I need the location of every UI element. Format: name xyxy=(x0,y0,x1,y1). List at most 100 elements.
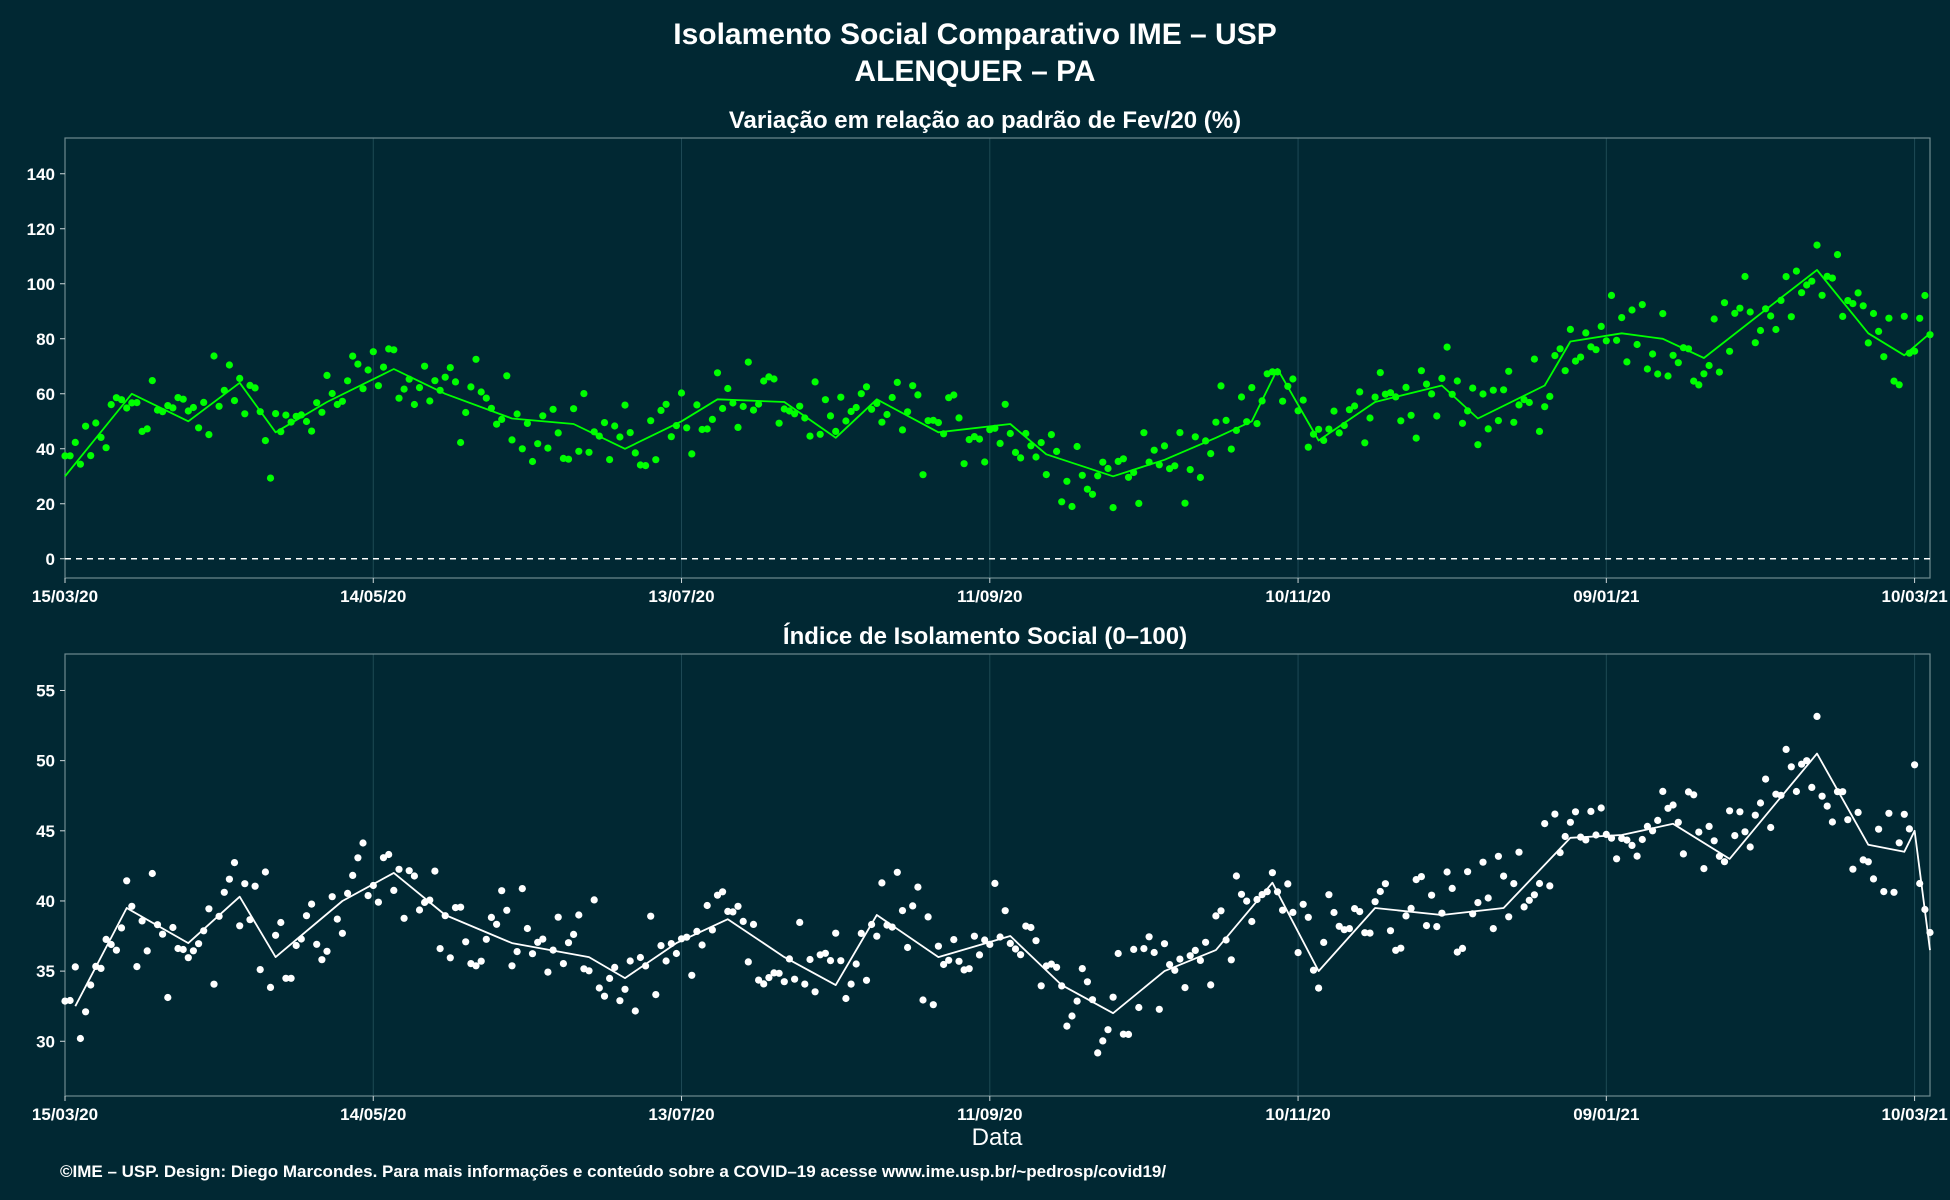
panel1-data-point xyxy=(1289,375,1297,383)
panel1-data-point xyxy=(1186,466,1194,474)
panel2-data-point xyxy=(1166,961,1174,969)
panel2-data-point xyxy=(225,875,233,883)
panel1-data-point xyxy=(523,419,532,427)
panel2-data-point xyxy=(1058,982,1066,990)
panel2-data-point xyxy=(1556,849,1564,857)
panel2-data-point xyxy=(1438,909,1446,917)
panel1-xtick-label: 15/03/20 xyxy=(32,587,98,606)
panel1-data-point xyxy=(236,374,244,382)
panel2-data-point xyxy=(1027,923,1035,932)
panel1-data-point xyxy=(472,355,480,363)
panel2-data-point xyxy=(652,991,660,999)
panel1-data-point xyxy=(76,460,84,468)
panel2-data-point xyxy=(1664,804,1672,812)
panel1-data-point xyxy=(1232,426,1240,434)
panel1-data-point xyxy=(1546,392,1554,400)
panel1-data-point xyxy=(230,397,239,405)
panel1-data-point xyxy=(1017,454,1025,462)
panel1-data-point xyxy=(832,427,840,435)
panel1-data-point xyxy=(1037,439,1045,447)
panel2-data-point xyxy=(143,947,151,955)
panel2-data-point xyxy=(1911,761,1919,769)
panel1-data-point xyxy=(446,364,454,372)
panel2-data-point xyxy=(1160,940,1169,948)
panel1-data-point xyxy=(909,382,917,390)
panel2-xtick-label: 10/11/20 xyxy=(1265,1105,1330,1124)
panel2-data-point xyxy=(1782,745,1790,754)
panel1-data-point xyxy=(1397,417,1405,425)
panel1-data-point xyxy=(1597,322,1605,330)
panel2-data-point xyxy=(626,957,634,965)
panel1-data-point xyxy=(642,462,650,470)
panel2-data-point xyxy=(112,946,120,954)
panel2-data-point xyxy=(472,962,480,970)
panel-variacao: 0 20 40 60 80 100 120 140 15/03/20 14/05/20 13/07/… xyxy=(27,137,1948,606)
panel1-data-point xyxy=(1854,289,1862,297)
panel1-data-point xyxy=(893,378,901,386)
panel2-data-point xyxy=(1155,1005,1163,1013)
panel2-data-point xyxy=(328,893,336,901)
panel1-data-point xyxy=(806,432,814,440)
panel2-data-point xyxy=(66,996,74,1005)
panel2-data-point xyxy=(400,914,408,922)
panel1-data-point xyxy=(1654,370,1662,378)
panel1-data-point xyxy=(862,383,871,391)
panel2-data-point xyxy=(600,992,609,1000)
panel2-data-point xyxy=(1150,948,1158,957)
panel2-data-point xyxy=(441,912,449,920)
panel2-data-point xyxy=(986,940,994,949)
panel2-data-point xyxy=(950,936,958,944)
panel2-data-point xyxy=(246,916,254,924)
panel2-data-point xyxy=(606,974,614,983)
panel2-data-point xyxy=(1345,925,1353,933)
panel1-title: Variação em relação ao padrão de Fev/20 … xyxy=(729,107,1241,134)
panel2-data-point xyxy=(1535,879,1544,888)
panel1-data-point xyxy=(549,405,557,413)
panel2-data-point xyxy=(585,967,593,975)
panel1-data-point xyxy=(713,369,722,377)
panel1-data-point xyxy=(344,377,352,385)
panel2-data-point xyxy=(1818,792,1826,800)
panel2-data-point xyxy=(667,940,675,948)
panel2-data-point xyxy=(344,889,352,898)
panel2-data-point xyxy=(1299,900,1307,908)
panel2-data-point xyxy=(1715,852,1723,860)
panel1-data-point xyxy=(1001,400,1009,408)
panel1-data-point xyxy=(1268,368,1276,376)
panel2-data-point xyxy=(1813,712,1821,721)
x-axis-label: Data xyxy=(972,1124,1023,1151)
panel2-data-point xyxy=(107,940,115,949)
panel2-data-point xyxy=(1854,808,1862,817)
panel2-data-point xyxy=(1792,787,1800,796)
panel1-data-point xyxy=(1859,302,1867,310)
panel1-data-point xyxy=(493,420,501,428)
panel2-data-point xyxy=(1376,887,1384,896)
panel2-ytick-label: 35 xyxy=(36,962,55,981)
panel2-data-point xyxy=(477,957,485,965)
panel2-data-point xyxy=(266,983,275,992)
panel2-data-point xyxy=(934,942,943,950)
panel1-data-point xyxy=(508,436,516,444)
panel2-data-point xyxy=(1607,834,1616,842)
panel1-data-point xyxy=(821,396,830,404)
panel1-xtick-label: 11/09/20 xyxy=(957,587,1022,606)
panel2-data-point xyxy=(82,1008,90,1016)
panel2-data-point xyxy=(1844,816,1852,824)
panel2-data-point xyxy=(909,902,917,910)
panel1-data-point xyxy=(179,395,187,403)
panel1-data-point xyxy=(441,373,449,381)
panel1-data-point xyxy=(631,449,639,457)
panel1-data-point xyxy=(1464,407,1472,415)
panel2-data-point xyxy=(1294,949,1302,957)
panel2-data-point xyxy=(1386,927,1395,935)
panel2-data-point xyxy=(1263,888,1271,896)
panel1-data-point xyxy=(1705,361,1713,370)
panel2-data-point xyxy=(1756,799,1765,807)
panel2-data-point xyxy=(904,943,912,952)
panel1-data-point xyxy=(1124,473,1133,481)
panel1-data-point xyxy=(904,408,912,416)
panel2-data-point xyxy=(102,935,110,944)
panel1-data-point xyxy=(1602,337,1610,345)
panel2-data-point xyxy=(1094,1049,1102,1057)
panel2-data-point xyxy=(1114,949,1122,958)
